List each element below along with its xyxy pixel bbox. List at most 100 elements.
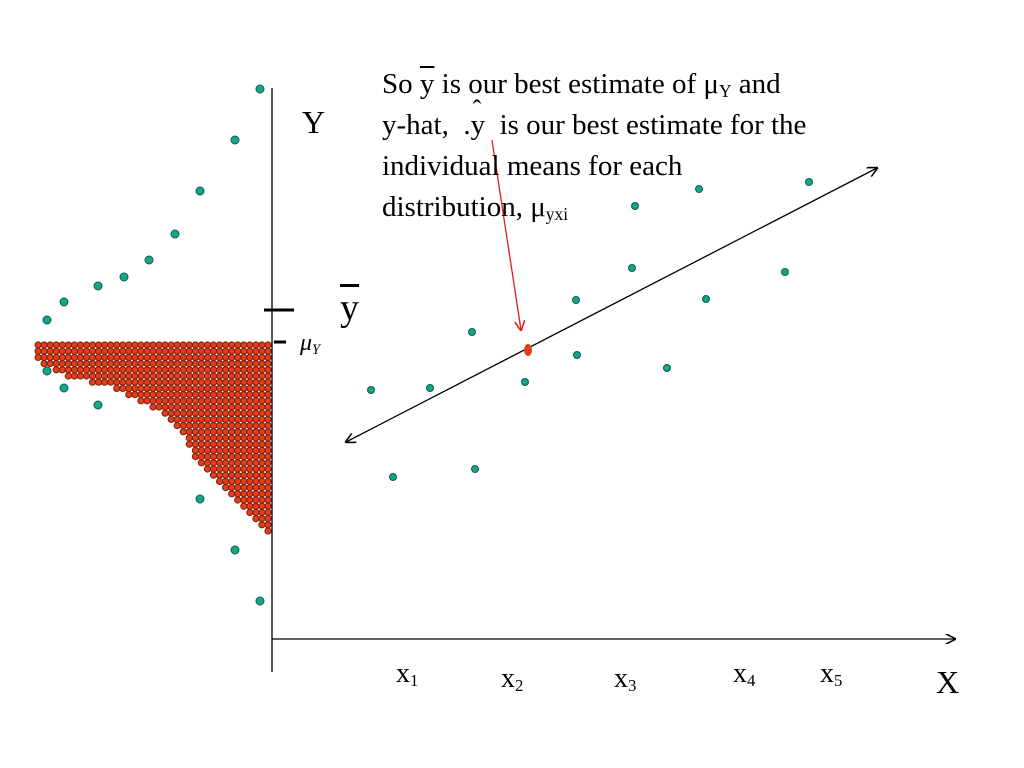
red-dot xyxy=(209,360,218,368)
red-dot xyxy=(264,384,272,392)
red-dot xyxy=(240,372,248,380)
red-dot xyxy=(264,397,272,405)
red-dot xyxy=(258,366,266,374)
teal-dot xyxy=(93,400,103,410)
red-dot xyxy=(258,384,266,392)
red-dot xyxy=(88,341,97,349)
red-dot xyxy=(216,378,224,386)
red-dot xyxy=(264,465,272,473)
red-dot xyxy=(209,415,218,423)
red-dot xyxy=(252,440,260,448)
red-dot xyxy=(246,403,254,411)
red-dot xyxy=(203,428,212,436)
teal-dot xyxy=(230,545,240,555)
teal-dot xyxy=(42,315,52,325)
red-dot xyxy=(258,422,266,430)
red-dot xyxy=(246,397,254,405)
red-dot xyxy=(191,428,199,436)
mu-y-sub: Y xyxy=(312,342,321,358)
red-dot xyxy=(76,372,85,380)
red-dot xyxy=(240,422,248,430)
red-dot xyxy=(228,422,236,430)
red-dot xyxy=(228,459,236,467)
red-dot xyxy=(240,484,248,492)
red-dot xyxy=(203,366,212,374)
red-dot xyxy=(64,372,72,380)
red-dot xyxy=(161,391,169,399)
red-dot xyxy=(197,397,205,405)
y-axis-label: Y xyxy=(302,104,326,140)
red-dot xyxy=(246,471,254,479)
red-dot xyxy=(240,409,248,417)
red-dot xyxy=(246,477,254,485)
red-dot xyxy=(197,459,205,467)
red-dot xyxy=(137,366,145,374)
red-dot xyxy=(228,446,236,454)
red-dot xyxy=(209,409,218,417)
red-dot xyxy=(113,341,121,349)
red-dot xyxy=(203,422,212,430)
red-dot xyxy=(70,372,79,380)
red-dot xyxy=(131,366,139,374)
teal-dot xyxy=(255,84,265,94)
red-dot xyxy=(222,360,230,368)
red-dot xyxy=(149,403,157,411)
red-dot xyxy=(222,471,230,479)
red-dot xyxy=(228,372,236,380)
red-dot xyxy=(252,459,260,467)
scatter-point xyxy=(695,185,703,193)
red-dot xyxy=(191,446,199,454)
red-dot xyxy=(264,484,272,492)
red-dot xyxy=(203,446,212,454)
red-dot xyxy=(216,341,224,349)
red-dot xyxy=(240,353,248,361)
red-dot xyxy=(203,440,212,448)
red-dot xyxy=(197,360,205,368)
red-dot xyxy=(52,347,60,355)
red-dot xyxy=(185,353,193,361)
predicted-point xyxy=(524,344,532,356)
red-dot xyxy=(149,378,157,386)
red-dot xyxy=(258,515,266,523)
red-dot xyxy=(264,391,272,399)
red-dot xyxy=(143,347,151,355)
red-dot xyxy=(40,341,48,349)
x-tick-5-name: x xyxy=(820,658,834,689)
red-dot xyxy=(161,378,169,386)
red-dot xyxy=(185,434,193,442)
red-dot xyxy=(155,391,163,399)
red-dot xyxy=(228,397,236,405)
red-dot xyxy=(234,409,242,417)
red-dot xyxy=(185,378,193,386)
red-dot xyxy=(264,508,272,517)
red-dot xyxy=(167,341,175,349)
red-dot xyxy=(258,508,266,517)
red-dot xyxy=(179,391,187,399)
red-dot xyxy=(34,341,42,349)
red-dot xyxy=(228,347,236,355)
red-dot xyxy=(197,409,205,417)
caption-best-estimate: is our best estimate of xyxy=(441,68,697,100)
red-dot xyxy=(70,341,79,349)
red-dot xyxy=(197,440,205,448)
red-dot xyxy=(155,341,163,349)
red-dot xyxy=(185,391,193,399)
red-dot xyxy=(246,341,254,349)
red-dot xyxy=(191,409,199,417)
red-dot xyxy=(264,341,272,349)
red-dot xyxy=(252,490,260,498)
red-dot xyxy=(179,378,187,386)
red-dot xyxy=(76,347,85,355)
red-dot xyxy=(209,403,218,411)
red-dot xyxy=(82,341,91,349)
red-dot xyxy=(137,397,145,405)
red-dot xyxy=(252,415,260,423)
red-dot xyxy=(113,353,121,361)
red-dot xyxy=(252,434,260,442)
red-dot xyxy=(216,397,224,405)
red-dot xyxy=(40,347,48,355)
x-tick-4-name: x xyxy=(733,658,747,689)
red-dot xyxy=(222,434,230,442)
red-dot xyxy=(228,341,236,349)
